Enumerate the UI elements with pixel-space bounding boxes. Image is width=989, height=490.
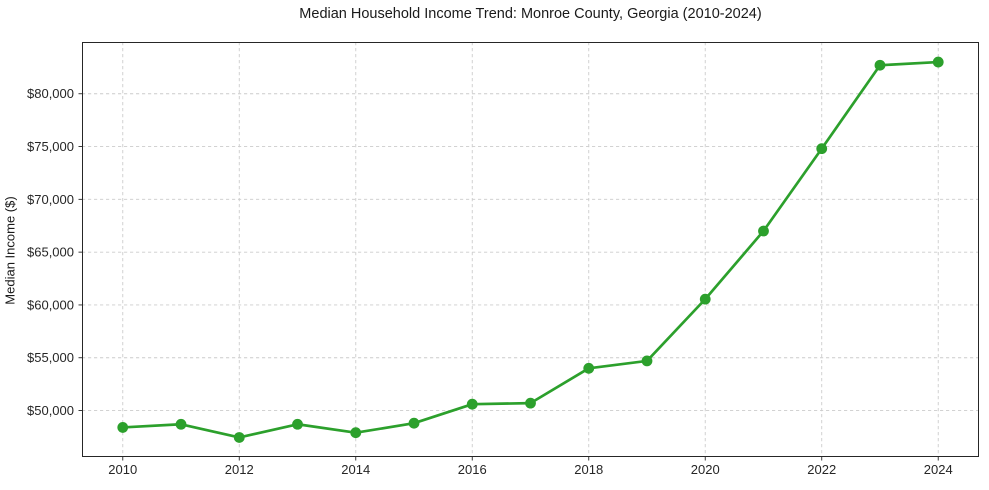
data-point-2012 [233,432,245,443]
data-point-2024 [932,56,944,68]
data-point-2022 [816,143,828,155]
x-tick-label: 2024 [924,462,953,477]
y-tick-label: $50,000 [27,403,74,418]
y-tick-label: $70,000 [27,192,74,207]
axes-layer [78,42,979,461]
data-point-2015 [408,417,420,429]
data-point-2021 [758,225,769,237]
data-point-2010 [117,422,129,433]
x-tick-label: 2020 [691,462,720,477]
x-tick-label: 2010 [108,462,137,477]
x-tick-label: 2018 [574,462,603,477]
data-layer [117,56,944,443]
data-point-2013 [292,418,303,430]
chart-title: Median Household Income Trend: Monroe Co… [299,6,762,22]
x-tick-label: 2016 [458,462,487,477]
y-axis-label: Median Income ($) [2,196,18,305]
data-point-2011 [175,418,187,430]
income-trend-line [121,60,940,439]
data-point-2023 [874,59,886,71]
y-tick-label: $75,000 [27,139,74,154]
x-tick-label: 2014 [341,462,370,477]
data-point-2016 [466,398,478,410]
y-tick-label: $55,000 [27,350,74,365]
tick-labels-layer: $50,000 $55,000 $60,000 $65,000 $70,000 $75,0… [27,86,953,477]
y-tick-label: $80,000 [27,86,74,101]
grid-layer [82,42,979,457]
x-tick-label: 2012 [225,462,254,477]
x-tick-label: 2022 [807,462,836,477]
data-point-2014 [350,427,362,439]
data-point-2018 [583,362,595,374]
data-point-2019 [641,355,653,367]
y-tick-label: $60,000 [27,297,74,312]
data-point-2017 [525,397,536,409]
data-point-2020 [699,293,711,305]
y-tick-label: $65,000 [27,245,74,260]
plot-border [82,42,979,457]
